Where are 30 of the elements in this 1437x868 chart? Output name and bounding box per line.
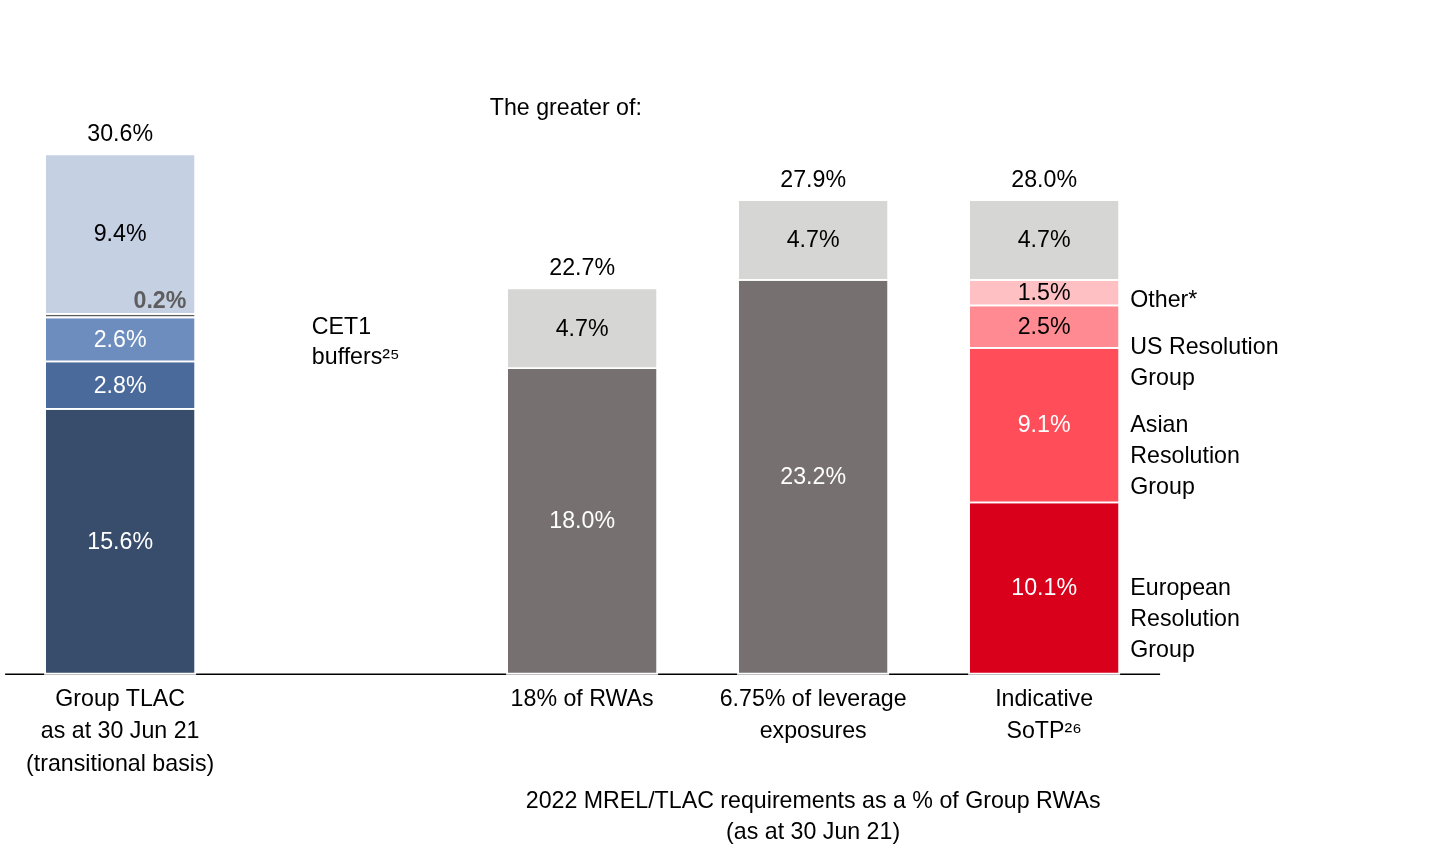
data-label: 18.0%: [549, 507, 615, 534]
text: 2022 MREL/TLAC requirements as a % of Group RWAs (as at 30 Jun 21): [525, 787, 1101, 844]
annotation: US Resolution Group: [1130, 333, 1279, 391]
annotation: Asian Resolution Group: [1130, 411, 1240, 499]
total-label: 28.0%: [1011, 166, 1077, 193]
data-label: 23.2%: [780, 463, 846, 490]
total-label: 22.7%: [549, 254, 615, 281]
x-tick-label: Group TLAC as at 30 Jun 21 (transitional basis): [26, 684, 215, 776]
x-tick-label: 6.75% of leverage exposures: [719, 684, 907, 744]
data-label: 9.4%: [93, 220, 147, 247]
data-label: 1.5%: [1017, 279, 1071, 306]
data-label: 2.5%: [1017, 313, 1071, 340]
x-tick-label: Indicative SoTP²⁶: [995, 684, 1094, 744]
data-label: 4.7%: [555, 314, 609, 341]
annotation: European Resolution Group: [1130, 574, 1240, 662]
annotation: Other*: [1130, 286, 1198, 313]
data-label: 4.7%: [1017, 226, 1071, 253]
text: The greater of:: [489, 94, 642, 121]
data-label: 9.1%: [1017, 411, 1071, 438]
total-label: 30.6%: [87, 120, 154, 147]
annotation: CET1 buffers²⁵: [311, 312, 400, 370]
data-label: 0.2%: [133, 287, 187, 314]
total-label: 27.9%: [780, 166, 846, 193]
x-tick-label: 18% of RWAs: [510, 684, 654, 711]
data-label: 15.6%: [87, 527, 154, 554]
data-label: 10.1%: [1011, 574, 1077, 601]
data-label: 2.6%: [93, 325, 147, 352]
bar: [44, 153, 197, 315]
data-label: 4.7%: [786, 226, 840, 253]
data-label: 2.8%: [93, 371, 147, 398]
